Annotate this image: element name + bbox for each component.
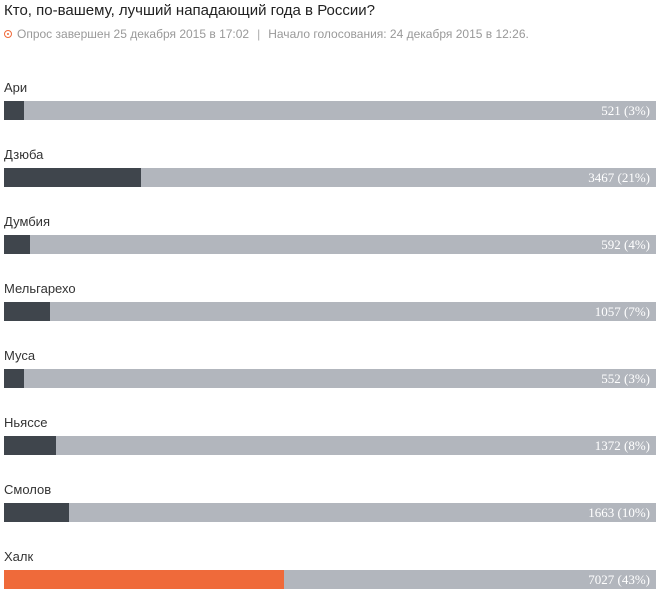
- option-bar[interactable]: 3467 (21%): [4, 168, 656, 187]
- option-label: Смолов: [4, 482, 52, 497]
- poll-closed-date: Опрос завершен 25 декабря 2015 в 17:02: [17, 27, 250, 41]
- poll-option: Мельгарехо 1057 (7%): [4, 281, 656, 325]
- option-label: Мельгарехо: [4, 281, 76, 296]
- option-bar[interactable]: 592 (4%): [4, 235, 656, 254]
- option-vote-count: 3467 (21%): [588, 170, 650, 185]
- poll-title: Кто, по-вашему, лучший нападающий года в…: [4, 2, 375, 19]
- option-bar-fill: [4, 503, 69, 522]
- option-bar-fill: [4, 302, 50, 321]
- poll-option: Ньяссе 1372 (8%): [4, 415, 656, 459]
- option-bar[interactable]: 7027 (43%): [4, 570, 656, 589]
- option-bar[interactable]: 552 (3%): [4, 369, 656, 388]
- option-label: Халк: [4, 549, 34, 564]
- poll-meta: Опрос завершен 25 декабря 2015 в 17:02 |…: [4, 27, 529, 41]
- option-bar-fill: [4, 168, 141, 187]
- poll-option: Думбия 592 (4%): [4, 214, 656, 258]
- option-bar-fill: [4, 101, 24, 120]
- poll-option: Смолов 1663 (10%): [4, 482, 656, 526]
- option-bar[interactable]: 1057 (7%): [4, 302, 656, 321]
- option-bar-fill: [4, 235, 30, 254]
- option-bar-fill: [4, 570, 284, 589]
- option-bar-fill: [4, 436, 56, 455]
- option-label: Думбия: [4, 214, 50, 229]
- status-dot-icon: [4, 30, 12, 38]
- option-label: Дзюба: [4, 147, 44, 162]
- option-bar[interactable]: 521 (3%): [4, 101, 656, 120]
- poll-option: Халк 7027 (43%): [4, 549, 656, 593]
- meta-separator: |: [257, 27, 261, 41]
- option-vote-count: 592 (4%): [601, 237, 650, 252]
- poll-option: Ари 521 (3%): [4, 80, 656, 124]
- option-bar[interactable]: 1663 (10%): [4, 503, 656, 522]
- option-label: Ари: [4, 80, 28, 95]
- option-vote-count: 1372 (8%): [594, 438, 650, 453]
- poll-option: Дзюба 3467 (21%): [4, 147, 656, 191]
- option-label: Муса: [4, 348, 36, 363]
- option-vote-count: 552 (3%): [601, 371, 650, 386]
- option-vote-count: 1057 (7%): [594, 304, 650, 319]
- option-vote-count: 7027 (43%): [588, 572, 650, 587]
- poll-option: Муса 552 (3%): [4, 348, 656, 392]
- option-bar-fill: [4, 369, 24, 388]
- poll-start-date: Начало голосования: 24 декабря 2015 в 12…: [268, 27, 529, 41]
- option-vote-count: 521 (3%): [601, 103, 650, 118]
- option-label: Ньяссе: [4, 415, 48, 430]
- option-bar[interactable]: 1372 (8%): [4, 436, 656, 455]
- option-vote-count: 1663 (10%): [588, 505, 650, 520]
